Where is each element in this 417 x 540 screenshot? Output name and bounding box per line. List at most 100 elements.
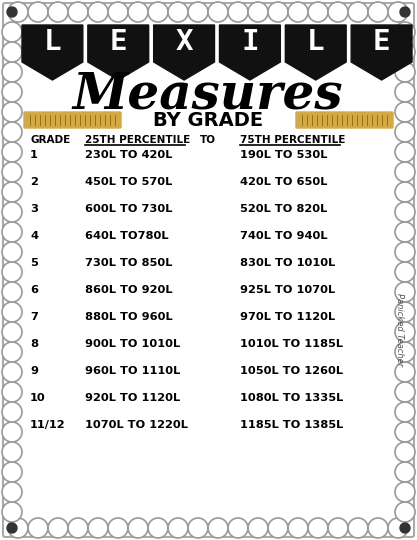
Circle shape xyxy=(395,182,415,202)
Circle shape xyxy=(108,2,128,22)
Text: 420L TO 650L: 420L TO 650L xyxy=(240,177,327,187)
Circle shape xyxy=(8,518,28,538)
Text: 9: 9 xyxy=(30,366,38,376)
Circle shape xyxy=(148,518,168,538)
Circle shape xyxy=(2,462,22,482)
Text: 230L TO 420L: 230L TO 420L xyxy=(85,150,172,160)
Text: 920L TO 1120L: 920L TO 1120L xyxy=(85,393,180,403)
Circle shape xyxy=(7,7,17,17)
Circle shape xyxy=(400,523,410,533)
Circle shape xyxy=(2,282,22,302)
Text: 11/12: 11/12 xyxy=(30,420,65,430)
Text: 960L TO 1110L: 960L TO 1110L xyxy=(85,366,180,376)
Circle shape xyxy=(395,362,415,382)
Text: 450L TO 570L: 450L TO 570L xyxy=(85,177,172,187)
Circle shape xyxy=(328,2,348,22)
Circle shape xyxy=(48,518,68,538)
Text: 1070L TO 1220L: 1070L TO 1220L xyxy=(85,420,188,430)
Circle shape xyxy=(2,262,22,282)
Text: Panicked Teacher: Panicked Teacher xyxy=(395,293,404,367)
Circle shape xyxy=(228,518,248,538)
Circle shape xyxy=(395,382,415,402)
Circle shape xyxy=(395,502,415,522)
Text: 1080L TO 1335L: 1080L TO 1335L xyxy=(240,393,343,403)
Circle shape xyxy=(395,122,415,142)
Text: 880L TO 960L: 880L TO 960L xyxy=(85,312,173,322)
Circle shape xyxy=(395,322,415,342)
Circle shape xyxy=(288,2,308,22)
Circle shape xyxy=(395,402,415,422)
Circle shape xyxy=(2,242,22,262)
Circle shape xyxy=(2,142,22,162)
Circle shape xyxy=(395,422,415,442)
Text: 6: 6 xyxy=(30,285,38,295)
Circle shape xyxy=(268,2,288,22)
Text: 1: 1 xyxy=(30,150,38,160)
Text: 1185L TO 1385L: 1185L TO 1385L xyxy=(240,420,343,430)
Circle shape xyxy=(2,182,22,202)
Text: 10: 10 xyxy=(30,393,46,403)
Text: 5: 5 xyxy=(30,258,38,268)
Text: 75TH PERCENTILE: 75TH PERCENTILE xyxy=(240,135,345,145)
Circle shape xyxy=(148,2,168,22)
Text: 860L TO 920L: 860L TO 920L xyxy=(85,285,173,295)
Circle shape xyxy=(395,302,415,322)
Circle shape xyxy=(68,518,88,538)
Circle shape xyxy=(2,502,22,522)
Text: X: X xyxy=(175,28,193,56)
Text: 830L TO 1010L: 830L TO 1010L xyxy=(240,258,335,268)
Circle shape xyxy=(395,22,415,42)
Text: 190L TO 530L: 190L TO 530L xyxy=(240,150,327,160)
Circle shape xyxy=(2,362,22,382)
Circle shape xyxy=(395,482,415,502)
Text: E: E xyxy=(110,28,127,56)
Circle shape xyxy=(188,518,208,538)
Text: E: E xyxy=(373,28,390,56)
Circle shape xyxy=(168,518,188,538)
Text: 730L TO 850L: 730L TO 850L xyxy=(85,258,172,268)
Text: 600L TO 730L: 600L TO 730L xyxy=(85,204,172,214)
Text: 7: 7 xyxy=(30,312,38,322)
Circle shape xyxy=(395,442,415,462)
Circle shape xyxy=(395,62,415,82)
FancyBboxPatch shape xyxy=(3,3,414,537)
Text: 640L TO780L: 640L TO780L xyxy=(85,231,168,241)
Circle shape xyxy=(2,222,22,242)
Text: 8: 8 xyxy=(30,339,38,349)
Circle shape xyxy=(395,142,415,162)
Text: L: L xyxy=(307,28,324,56)
Text: BY GRADE: BY GRADE xyxy=(153,111,263,130)
Circle shape xyxy=(2,82,22,102)
Text: 740L TO 940L: 740L TO 940L xyxy=(240,231,327,241)
Polygon shape xyxy=(285,25,346,80)
Circle shape xyxy=(28,518,48,538)
Circle shape xyxy=(128,518,148,538)
Circle shape xyxy=(248,2,268,22)
Polygon shape xyxy=(88,25,149,80)
Polygon shape xyxy=(219,25,280,80)
Circle shape xyxy=(395,42,415,62)
Circle shape xyxy=(308,2,328,22)
Circle shape xyxy=(2,382,22,402)
Circle shape xyxy=(395,262,415,282)
Circle shape xyxy=(208,518,228,538)
Circle shape xyxy=(248,518,268,538)
Text: 25TH PERCENTILE: 25TH PERCENTILE xyxy=(85,135,190,145)
Text: TO: TO xyxy=(200,135,216,145)
Circle shape xyxy=(368,2,388,22)
Circle shape xyxy=(2,202,22,222)
Text: 1050L TO 1260L: 1050L TO 1260L xyxy=(240,366,343,376)
Polygon shape xyxy=(154,25,214,80)
Text: 925L TO 1070L: 925L TO 1070L xyxy=(240,285,335,295)
Circle shape xyxy=(2,22,22,42)
Text: 520L TO 820L: 520L TO 820L xyxy=(240,204,327,214)
Circle shape xyxy=(395,162,415,182)
Text: 4: 4 xyxy=(30,231,38,241)
Text: 900L TO 1010L: 900L TO 1010L xyxy=(85,339,180,349)
Circle shape xyxy=(288,518,308,538)
Text: Measures: Measures xyxy=(73,71,343,119)
Circle shape xyxy=(388,2,408,22)
Circle shape xyxy=(395,282,415,302)
Circle shape xyxy=(395,222,415,242)
Circle shape xyxy=(228,2,248,22)
